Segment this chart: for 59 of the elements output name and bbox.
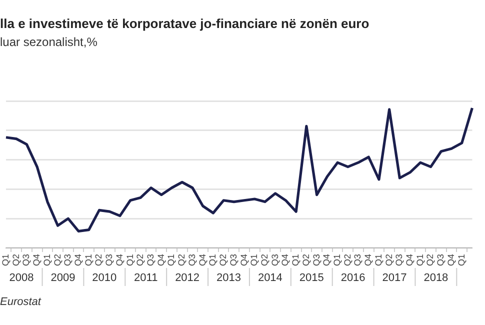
text: 2012 xyxy=(175,272,200,284)
x-tick-label: Q1 xyxy=(0,254,10,266)
text: 2017 xyxy=(382,272,407,284)
text: Eurostat xyxy=(0,296,41,308)
x-tick-label: Q2 xyxy=(425,254,436,266)
x-tick-label: Q2 xyxy=(52,254,62,266)
x-tick-label: Q1 xyxy=(332,254,342,266)
x-tick-label: Q4 xyxy=(32,254,42,266)
x-tick-label: Q4 xyxy=(446,254,456,266)
x-tick-label: Q3 xyxy=(62,254,73,266)
text: 2011 xyxy=(134,272,158,284)
x-tick-label: Q2 xyxy=(135,254,146,266)
x-tick-label: Q2 xyxy=(218,254,228,266)
x-tick-label: Q1 xyxy=(290,254,301,266)
x-tick-label: Q3 xyxy=(436,254,446,266)
x-tick-label: Q4 xyxy=(280,254,290,266)
x-tick-label: Q2 xyxy=(300,254,311,266)
text: 2010 xyxy=(92,272,117,284)
x-tick-label: Q1 xyxy=(83,254,94,266)
x-tick-label: Q3 xyxy=(394,254,404,266)
x-tick-label: Q2 xyxy=(176,254,187,266)
x-tick-label: Q2 xyxy=(384,254,394,266)
x-tick-label: Q1 xyxy=(124,254,135,266)
x-tick-label: Q3 xyxy=(146,254,156,266)
x-tick-label: Q4 xyxy=(322,254,332,266)
x-tick-label: Q4 xyxy=(363,254,374,266)
text: 2018 xyxy=(424,272,448,284)
x-tick-label: Q4 xyxy=(156,254,166,266)
x-tick-label: Q1 xyxy=(373,254,384,266)
x-tick-label: Q4 xyxy=(238,254,249,266)
x-tick-label: Q4 xyxy=(73,254,84,266)
x-tick-label: Q2 xyxy=(259,254,270,266)
x-tick-label: Q3 xyxy=(270,254,280,266)
chart-title: lla e investimeve të korporatave jo-financiare në zonën euro xyxy=(0,16,370,31)
x-tick-label: Q1 xyxy=(166,254,176,266)
x-tick-label: Q3 xyxy=(311,254,322,266)
x-tick-label: Q3 xyxy=(186,254,197,266)
x-tick-label: Q4 xyxy=(404,254,415,266)
x-tick-label: Q4 xyxy=(197,254,208,266)
text: 2014 xyxy=(258,272,282,284)
chart-subtitle: luar sezonalisht,% xyxy=(0,35,98,49)
x-tick-label: Q2 xyxy=(94,254,104,266)
x-tick-label: Q1 xyxy=(249,254,260,266)
x-tick-label: Q2 xyxy=(10,254,21,266)
x-tick-label: Q2 xyxy=(342,254,352,266)
x-tick-label: Q1 xyxy=(414,254,425,266)
x-tick-label: Q4 xyxy=(114,254,124,266)
x-tick-label: Q3 xyxy=(104,254,114,266)
x-tick-label: Q1 xyxy=(42,254,52,266)
x-tick-label: Q1 xyxy=(208,254,218,266)
text: 2016 xyxy=(340,272,366,284)
x-tick-label: Q1 xyxy=(456,254,466,266)
x-tick-label: Q3 xyxy=(352,254,363,266)
text: 2008 xyxy=(9,272,34,284)
text: 2009 xyxy=(50,272,76,284)
text: 2013 xyxy=(216,272,241,284)
x-tick-label: Q3 xyxy=(228,254,238,266)
text: 2015 xyxy=(299,272,324,284)
x-tick-label: Q3 xyxy=(21,254,32,266)
